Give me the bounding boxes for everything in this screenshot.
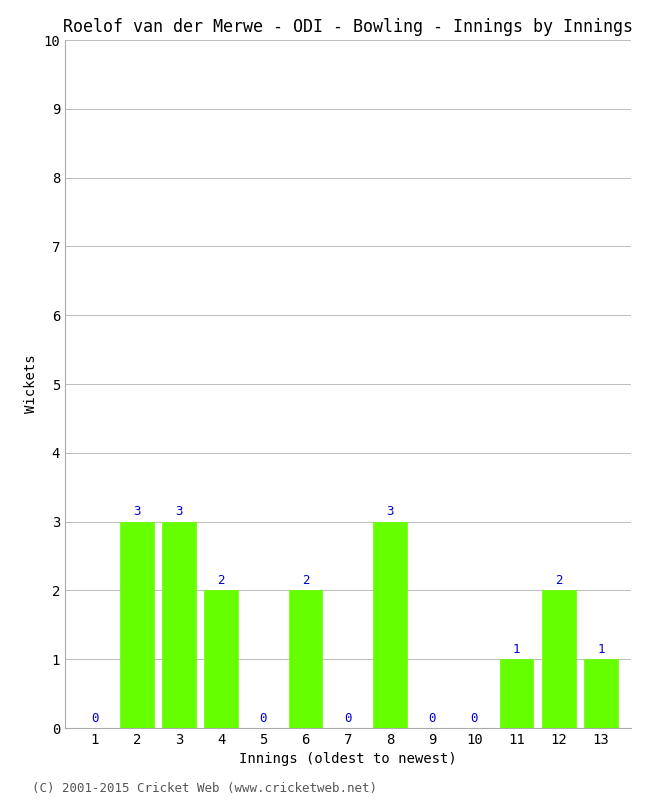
Text: 1: 1 [513, 642, 520, 656]
Bar [542, 590, 576, 728]
Text: 0: 0 [91, 711, 98, 725]
Text: 3: 3 [133, 505, 140, 518]
Text: 0: 0 [471, 711, 478, 725]
Text: (C) 2001-2015 Cricket Web (www.cricketweb.net): (C) 2001-2015 Cricket Web (www.cricketwe… [32, 782, 378, 795]
Text: 1: 1 [597, 642, 604, 656]
Text: 2: 2 [555, 574, 562, 587]
Bar [289, 590, 322, 728]
Y-axis label: Wickets: Wickets [24, 354, 38, 414]
Text: 3: 3 [176, 505, 183, 518]
Text: 0: 0 [344, 711, 352, 725]
Bar [584, 659, 618, 728]
Title: Roelof van der Merwe - ODI - Bowling - Innings by Innings: Roelof van der Merwe - ODI - Bowling - I… [63, 18, 632, 36]
X-axis label: Innings (oldest to newest): Innings (oldest to newest) [239, 753, 456, 766]
Bar [120, 522, 153, 728]
Bar [373, 522, 407, 728]
Bar [162, 522, 196, 728]
Bar [500, 659, 534, 728]
Bar [204, 590, 238, 728]
Text: 3: 3 [386, 505, 394, 518]
Text: 2: 2 [302, 574, 309, 587]
Text: 2: 2 [217, 574, 225, 587]
Text: 0: 0 [259, 711, 267, 725]
Text: 0: 0 [428, 711, 436, 725]
